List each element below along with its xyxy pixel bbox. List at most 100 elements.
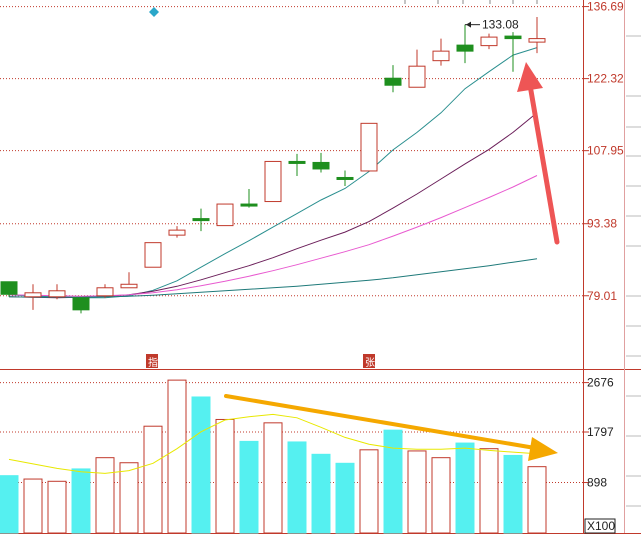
candle: [168, 226, 186, 238]
price-ma-line: [8, 258, 538, 298]
candle: [408, 49, 426, 88]
candle: [384, 65, 402, 93]
candle: [48, 284, 66, 300]
volume-bar: [167, 379, 187, 534]
right-edge-ticks: [626, 35, 641, 507]
orange-arrow: [224, 394, 558, 461]
candle-body: [192, 218, 210, 222]
price-tick-label: 122.32: [587, 72, 624, 86]
price-tick-label: 93.38: [587, 217, 617, 231]
volume-bar: [383, 429, 403, 534]
volume-bar: [143, 425, 163, 534]
candle-body: [384, 77, 402, 86]
volume-moving-average: [8, 413, 538, 474]
date-marker-left-label: 指: [148, 356, 158, 369]
high-annotation-arrowhead: [466, 21, 471, 28]
volume-bar: [479, 448, 499, 534]
volume-bar: [359, 449, 379, 534]
candle-body: [144, 242, 162, 268]
candle-body: [456, 44, 474, 52]
volume-bars: [0, 379, 547, 534]
volume-bar: [407, 450, 427, 534]
candle-body: [24, 292, 42, 298]
volume-tick-label: 2676: [587, 376, 614, 390]
candle-body: [72, 297, 90, 311]
volume-bar: [47, 480, 67, 534]
volume-bar: [119, 462, 139, 534]
candle: [432, 38, 450, 66]
volume-bar: [23, 478, 43, 534]
price-grid: [0, 6, 589, 297]
candle-body: [216, 203, 234, 227]
candle-body: [360, 122, 378, 172]
candle-body: [528, 38, 546, 43]
volume-tick-label: 1797: [587, 425, 614, 439]
candle: [528, 17, 546, 54]
candle: [312, 152, 330, 173]
candle: [336, 170, 354, 187]
candle: [240, 189, 258, 208]
candle-body: [336, 176, 354, 180]
volume-bar: [263, 422, 283, 534]
volume-tick-label: 898: [587, 476, 607, 490]
candle-body: [168, 229, 186, 236]
volume-bar: [503, 454, 523, 534]
candle: [24, 284, 42, 310]
candle: [216, 203, 234, 227]
date-marker-left: 指: [146, 354, 158, 369]
candle: [480, 33, 498, 50]
volume-bar: [527, 466, 547, 534]
candle-body: [312, 161, 330, 170]
red-arrow: [517, 62, 560, 245]
candle-body: [288, 160, 306, 164]
volume-bar: [287, 441, 307, 534]
candle: [360, 122, 378, 172]
candlestick-series: [0, 17, 546, 314]
volume-ma-line: [8, 413, 538, 474]
volume-bar: [239, 440, 259, 534]
price-tick-label: 136.69: [587, 0, 624, 14]
candle-body: [480, 36, 498, 47]
price-tick-label: 79.01: [587, 289, 617, 303]
candle: [288, 153, 306, 176]
volume-bar: [215, 418, 235, 534]
volume-unit-label: X100: [587, 519, 615, 533]
diamond-marker: [149, 7, 159, 17]
candle: [264, 160, 282, 203]
candle: [144, 242, 162, 268]
candle: [192, 208, 210, 232]
volume-bar: [311, 453, 331, 534]
volume-bar: [455, 442, 475, 534]
volume-bar: [431, 457, 451, 534]
high-annotation-label: 133.08: [482, 18, 519, 32]
high-annotation: 133.08: [465, 18, 519, 32]
volume-bar: [71, 468, 91, 534]
candle-body: [120, 283, 138, 289]
price-tick-label: 107.95: [587, 144, 624, 158]
volume-bar: [0, 475, 19, 534]
volume-axis-labels: 2676 1797 898: [587, 376, 614, 490]
price-axis-labels: 136.69 122.32 107.95 93.38 79.01: [587, 0, 624, 303]
candle: [0, 281, 18, 297]
volume-bar: [95, 457, 115, 534]
candle: [96, 284, 114, 298]
candle-body: [240, 203, 258, 207]
candle-body: [408, 65, 426, 88]
candle-body: [432, 50, 450, 62]
candle: [456, 24, 474, 64]
candle: [72, 297, 90, 314]
candle: [120, 272, 138, 289]
candle-body: [264, 160, 282, 203]
candle: [504, 32, 522, 72]
date-marker-right: 张: [363, 354, 375, 369]
candle-body: [96, 287, 114, 297]
price-ma-line: [8, 47, 538, 299]
candle-body: [48, 290, 66, 298]
volume-unit: X100: [584, 518, 616, 534]
volume-bar: [335, 462, 355, 534]
volume-bar: [191, 396, 211, 534]
candle-body: [0, 281, 18, 295]
date-marker-right-label: 张: [365, 357, 375, 369]
